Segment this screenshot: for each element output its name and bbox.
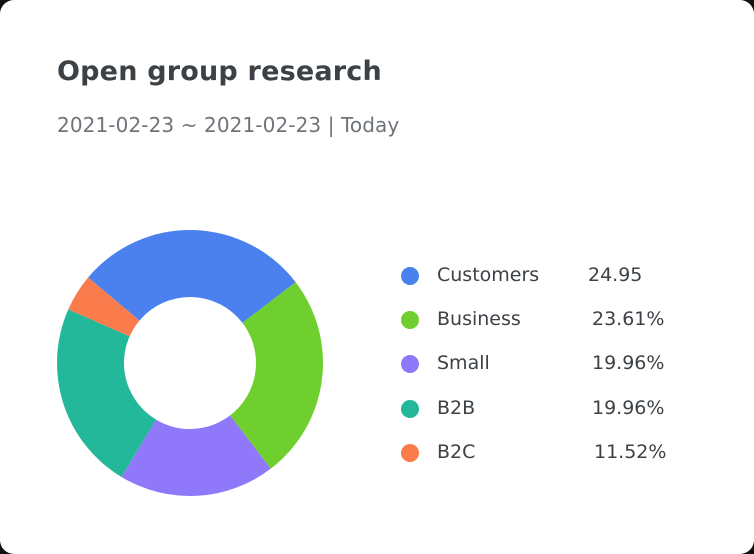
legend-item-business: Business 23.61% bbox=[400, 306, 700, 336]
donut-slice-b2c bbox=[68, 277, 140, 337]
donut-chart bbox=[57, 230, 323, 496]
date-range-subtitle: 2021-02-23 ~ 2021-02-23 | Today bbox=[57, 113, 400, 137]
donut-slice-customers bbox=[88, 230, 296, 323]
legend-value: 19.96% bbox=[592, 397, 665, 419]
legend-label: B2C bbox=[437, 441, 476, 463]
legend-value: 11.52% bbox=[594, 441, 667, 463]
legend-marker-customers bbox=[401, 267, 419, 285]
legend-marker-business bbox=[401, 311, 419, 329]
legend-value: 23.61% bbox=[592, 308, 665, 330]
legend-label: Customers bbox=[437, 264, 540, 286]
legend-value: 19.96% bbox=[592, 352, 665, 374]
donut-slice-business bbox=[230, 282, 323, 469]
legend-item-b2c: B2C 11.52% bbox=[400, 439, 700, 469]
legend-marker-b2b bbox=[401, 400, 419, 418]
legend-marker-b2c bbox=[401, 444, 419, 462]
donut-slice-b2b bbox=[57, 309, 157, 478]
legend-item-customers: Customers 24.95 bbox=[400, 262, 700, 292]
legend-value: 24.95 bbox=[588, 264, 643, 286]
legend-item-b2b: B2B 19.96% bbox=[400, 395, 700, 425]
chart-title: Open group research bbox=[57, 56, 382, 87]
donut-slice-small bbox=[121, 415, 271, 496]
legend-marker-small bbox=[401, 355, 419, 373]
legend-label: B2B bbox=[437, 397, 476, 419]
legend-item-small: Small 19.96% bbox=[400, 350, 700, 380]
legend-label: Small bbox=[437, 352, 490, 374]
legend-label: Business bbox=[437, 308, 521, 330]
